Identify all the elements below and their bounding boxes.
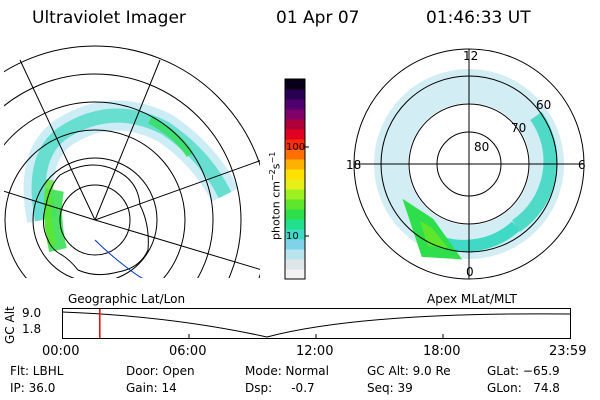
timeline-xtick-1800: 18:00 xyxy=(423,344,461,359)
mlat-label-60: 60 xyxy=(536,98,552,112)
colorbar-cell xyxy=(285,249,305,260)
seq-status: Seq: 39 xyxy=(367,381,413,395)
colorbar-cell xyxy=(285,169,305,180)
colorbar-cell xyxy=(285,209,305,220)
timeline-ytick-min: 1.8 xyxy=(22,322,42,336)
colorbar-cell xyxy=(285,109,305,120)
instrument-title: Ultraviolet Imager xyxy=(32,8,186,28)
mlt-label-6: 6 xyxy=(578,158,586,172)
colorbar-unit-label: photon cm−2s−1 xyxy=(268,151,283,240)
timeline-xtick-0600: 06:00 xyxy=(169,344,207,359)
map-aurora-band xyxy=(23,100,239,253)
colorbar-cell xyxy=(285,159,305,170)
mlt-label-0: 0 xyxy=(466,265,474,279)
mlat-label-70: 70 xyxy=(511,121,527,135)
time-label: 01:46:33 UT xyxy=(426,8,531,28)
colorbar-cell xyxy=(285,149,305,160)
mlat-label-80: 80 xyxy=(474,140,490,154)
colorbar-frame xyxy=(284,78,306,280)
altitude-curve xyxy=(62,311,571,338)
timeline-xtick-2359: 23:59 xyxy=(549,344,587,359)
mlt-label-12: 12 xyxy=(463,49,479,63)
colorbar-cell xyxy=(285,199,305,210)
filter-status: Flt: LBHL xyxy=(10,364,64,378)
gain-status: Gain: 14 xyxy=(126,381,177,395)
timeline-left-label: Geographic Lat/Lon xyxy=(68,292,186,306)
mode-status: Mode: Normal xyxy=(245,364,329,378)
colorbar-cell xyxy=(285,239,305,250)
colorbar-cell xyxy=(285,119,305,130)
colorbar-cell xyxy=(285,189,305,200)
colorbar-tick-10: 10 xyxy=(286,231,299,242)
geographic-map xyxy=(4,45,260,278)
colorbar-cell xyxy=(285,219,305,230)
colorbar-cell xyxy=(285,139,305,150)
door-status: Door: Open xyxy=(126,364,195,378)
polar-mlt-plot xyxy=(353,48,585,280)
timeline-ylabel: GC Alt xyxy=(3,306,17,344)
altitude-timeline xyxy=(62,308,571,339)
colorbar-cell xyxy=(285,229,305,240)
colorbar-cell xyxy=(285,179,305,190)
timeline-ytick-max: 9.0 xyxy=(22,306,42,320)
colorbar-cell xyxy=(285,99,305,110)
colorbar xyxy=(284,78,309,280)
timeline-xtick-0000: 00:00 xyxy=(42,344,80,359)
colorbar-tick-100: 100 xyxy=(286,142,306,153)
glat-status: GLat: −65.9 xyxy=(487,364,560,378)
dsp-status: Dsp: -0.7 xyxy=(245,381,315,395)
colorbar-cell xyxy=(285,129,305,140)
date-label: 01 Apr 07 xyxy=(276,8,360,28)
timeline-right-label: Apex MLat/MLT xyxy=(427,292,517,306)
mlt-label-18: 18 xyxy=(346,158,362,172)
timeline-xtick-1200: 12:00 xyxy=(296,344,334,359)
gc-alt-status: GC Alt: 9.0 Re xyxy=(367,364,451,378)
glon-status: GLon: 74.8 xyxy=(487,381,560,395)
colorbar-cell xyxy=(285,259,305,270)
ip-status: IP: 36.0 xyxy=(10,381,56,395)
colorbar-cell xyxy=(285,269,305,280)
colorbar-cell xyxy=(285,79,305,90)
colorbar-scale xyxy=(285,79,305,280)
colorbar-cell xyxy=(285,89,305,100)
